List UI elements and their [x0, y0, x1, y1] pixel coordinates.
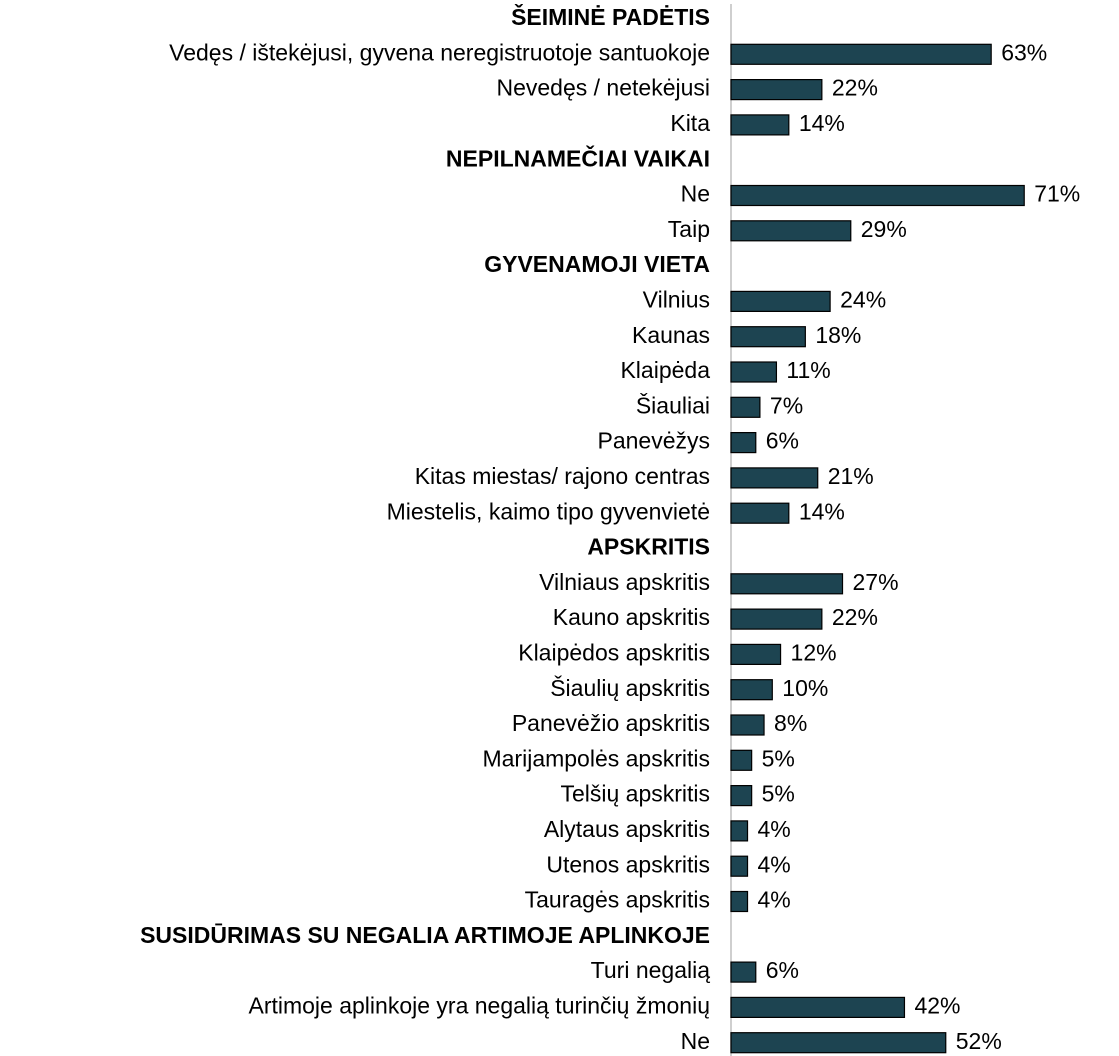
- value-label: 29%: [861, 216, 907, 242]
- bar: [730, 78, 823, 101]
- group-title: APSKRITIS: [587, 534, 710, 560]
- group-title: NEPILNAMEČIAI VAIKAI: [446, 144, 710, 171]
- category-label: Panevėžys: [597, 428, 710, 454]
- category-label: Ne: [681, 181, 710, 207]
- value-label: 7%: [770, 392, 803, 418]
- value-label: 4%: [758, 851, 791, 877]
- group-title: SUSIDŪRIMAS SU NEGALIA ARTIMOJE APLINKOJ…: [140, 922, 710, 948]
- bar: [730, 43, 992, 65]
- bar: [730, 608, 823, 630]
- value-label: 8%: [774, 710, 807, 736]
- value-label: 42%: [914, 992, 960, 1018]
- category-label: Tauragės apskritis: [525, 887, 710, 913]
- bar: [730, 784, 753, 807]
- category-label: Miestelis, kaimo tipo gyvenvietė: [387, 498, 710, 524]
- bar: [730, 679, 773, 701]
- value-label: 11%: [786, 357, 830, 383]
- bar: [730, 184, 1025, 207]
- bar: [730, 573, 844, 595]
- category-label: Vilnius: [643, 286, 710, 312]
- value-label: 63%: [1001, 39, 1047, 65]
- value-label: 4%: [758, 887, 791, 913]
- value-label: 18%: [815, 322, 861, 348]
- value-label: 52%: [956, 1028, 1002, 1054]
- bar: [730, 326, 806, 348]
- category-label: Alytaus apskritis: [544, 816, 710, 842]
- bar: [730, 1032, 947, 1054]
- category-label: Šiaulių apskritis: [550, 674, 710, 701]
- bar: [730, 643, 782, 666]
- bar: [730, 996, 906, 1019]
- bar: [730, 220, 852, 242]
- category-label: Nevedęs / netekėjusi: [496, 75, 710, 101]
- bar: [730, 855, 749, 877]
- category-label: Vilniaus apskritis: [539, 569, 710, 595]
- bar: [730, 396, 761, 418]
- category-label: Taip: [668, 216, 710, 242]
- category-label: Kita: [670, 110, 710, 136]
- value-label: 5%: [762, 781, 795, 807]
- category-label: Turi negalią: [591, 957, 711, 983]
- bar: [730, 961, 757, 983]
- value-label: 24%: [840, 286, 886, 312]
- category-label: Klaipėdos apskritis: [518, 639, 710, 665]
- value-label: 14%: [799, 110, 845, 136]
- bar: [730, 432, 757, 454]
- category-label: Artimoje aplinkoje yra negalią turinčių …: [248, 992, 710, 1018]
- category-label: Šiauliai: [636, 391, 710, 418]
- bar: [730, 890, 749, 913]
- bar: [730, 114, 790, 136]
- category-label: Kauno apskritis: [553, 604, 710, 630]
- value-label: 27%: [853, 569, 899, 595]
- group-title: GYVENAMOJI VIETA: [484, 251, 710, 277]
- category-label: Panevėžio apskritis: [512, 710, 710, 736]
- category-label: Vedęs / ištekėjusi, gyvena neregistruoto…: [169, 39, 710, 65]
- bar: [730, 714, 765, 736]
- bar: [730, 502, 790, 524]
- bar: [730, 467, 819, 489]
- value-label: 6%: [766, 957, 799, 983]
- category-label: Kaunas: [632, 322, 710, 348]
- value-label: 5%: [762, 745, 795, 771]
- category-label: Marijampolės apskritis: [482, 745, 710, 771]
- value-label: 4%: [758, 816, 791, 842]
- value-label: 21%: [828, 463, 874, 489]
- category-label: Klaipėda: [620, 357, 710, 383]
- category-label: Telšių apskritis: [560, 781, 710, 807]
- bar: [730, 820, 749, 842]
- bar: [730, 749, 753, 771]
- category-label: Kitas miestas/ rajono centras: [415, 463, 710, 489]
- value-label: 12%: [791, 639, 837, 665]
- bar: [730, 290, 831, 312]
- bar: [730, 361, 778, 383]
- value-label: 71%: [1034, 181, 1080, 207]
- group-title: ŠEIMINĖ PADĖTIS: [511, 3, 710, 30]
- value-label: 22%: [832, 604, 878, 630]
- category-label: Utenos apskritis: [546, 851, 710, 877]
- value-label: 6%: [766, 428, 799, 454]
- value-label: 22%: [832, 75, 878, 101]
- category-label: Ne: [681, 1028, 710, 1054]
- value-label: 10%: [782, 675, 828, 701]
- value-label: 14%: [799, 498, 845, 524]
